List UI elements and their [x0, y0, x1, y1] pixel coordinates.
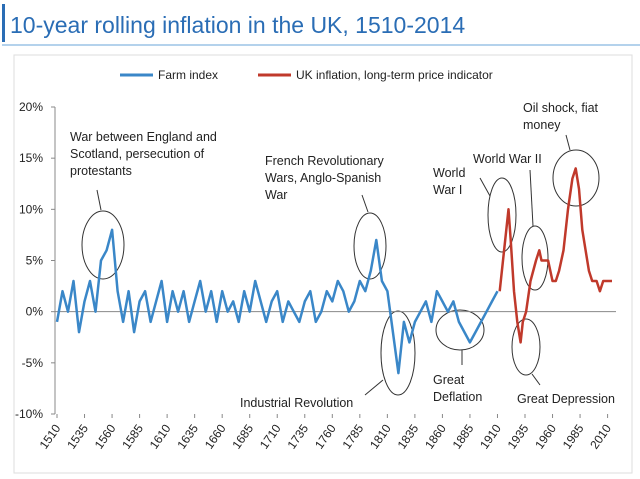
- chart-title: 10-year rolling inflation in the UK, 151…: [10, 12, 465, 38]
- annotation: Deflation: [433, 390, 482, 404]
- annotation: World War II: [473, 152, 542, 166]
- y-tick-label: 0%: [26, 305, 44, 319]
- annotation: War: [265, 188, 287, 202]
- highlight-ellipse: [521, 225, 549, 291]
- highlight-ellipse: [487, 177, 517, 253]
- annotation: protestants: [70, 164, 132, 178]
- arrow: [96, 189, 102, 211]
- annotation: money: [523, 118, 561, 132]
- annotation: War I: [433, 183, 462, 197]
- y-tick-label: 20%: [19, 100, 43, 114]
- highlight-ellipse: [380, 310, 416, 396]
- legend-label: Farm index: [158, 68, 218, 82]
- annotation: World: [433, 166, 465, 180]
- annotation: French Revolutionary: [265, 154, 385, 168]
- y-tick-label: 5%: [26, 254, 44, 268]
- highlight-ellipse: [353, 212, 387, 280]
- y-tick-label: -5%: [22, 356, 44, 370]
- highlight-ellipse: [81, 210, 125, 280]
- annotation: Industrial Revolution: [240, 396, 353, 410]
- annotation: Scotland, persecution of: [70, 147, 205, 161]
- annotation: Wars, Anglo-Spanish: [265, 171, 381, 185]
- highlight-ellipse: [552, 149, 600, 207]
- arrow: [565, 134, 571, 151]
- title-bar: [2, 4, 5, 42]
- annotation: War between England and: [70, 130, 217, 144]
- data-line: [55, 228, 499, 375]
- annotation: Great: [433, 373, 465, 387]
- annotation-shapes: [81, 134, 600, 396]
- arrow: [479, 177, 491, 197]
- arrow: [531, 373, 541, 386]
- highlight-ellipse: [511, 318, 541, 376]
- chart-frame: [13, 54, 633, 474]
- y-tick-label: -10%: [15, 407, 43, 421]
- arrow: [361, 194, 369, 213]
- y-tick-label: 10%: [19, 202, 43, 216]
- arrow: [364, 379, 384, 396]
- legend-label: UK inflation, long-term price indicator: [296, 68, 493, 82]
- highlight-ellipse: [435, 309, 485, 351]
- data-line: [498, 167, 612, 344]
- annotation: Oil shock, fiat: [523, 101, 599, 115]
- annotation: Great Depression: [517, 392, 615, 406]
- y-tick-label: 15%: [19, 151, 43, 165]
- arrow: [529, 169, 534, 227]
